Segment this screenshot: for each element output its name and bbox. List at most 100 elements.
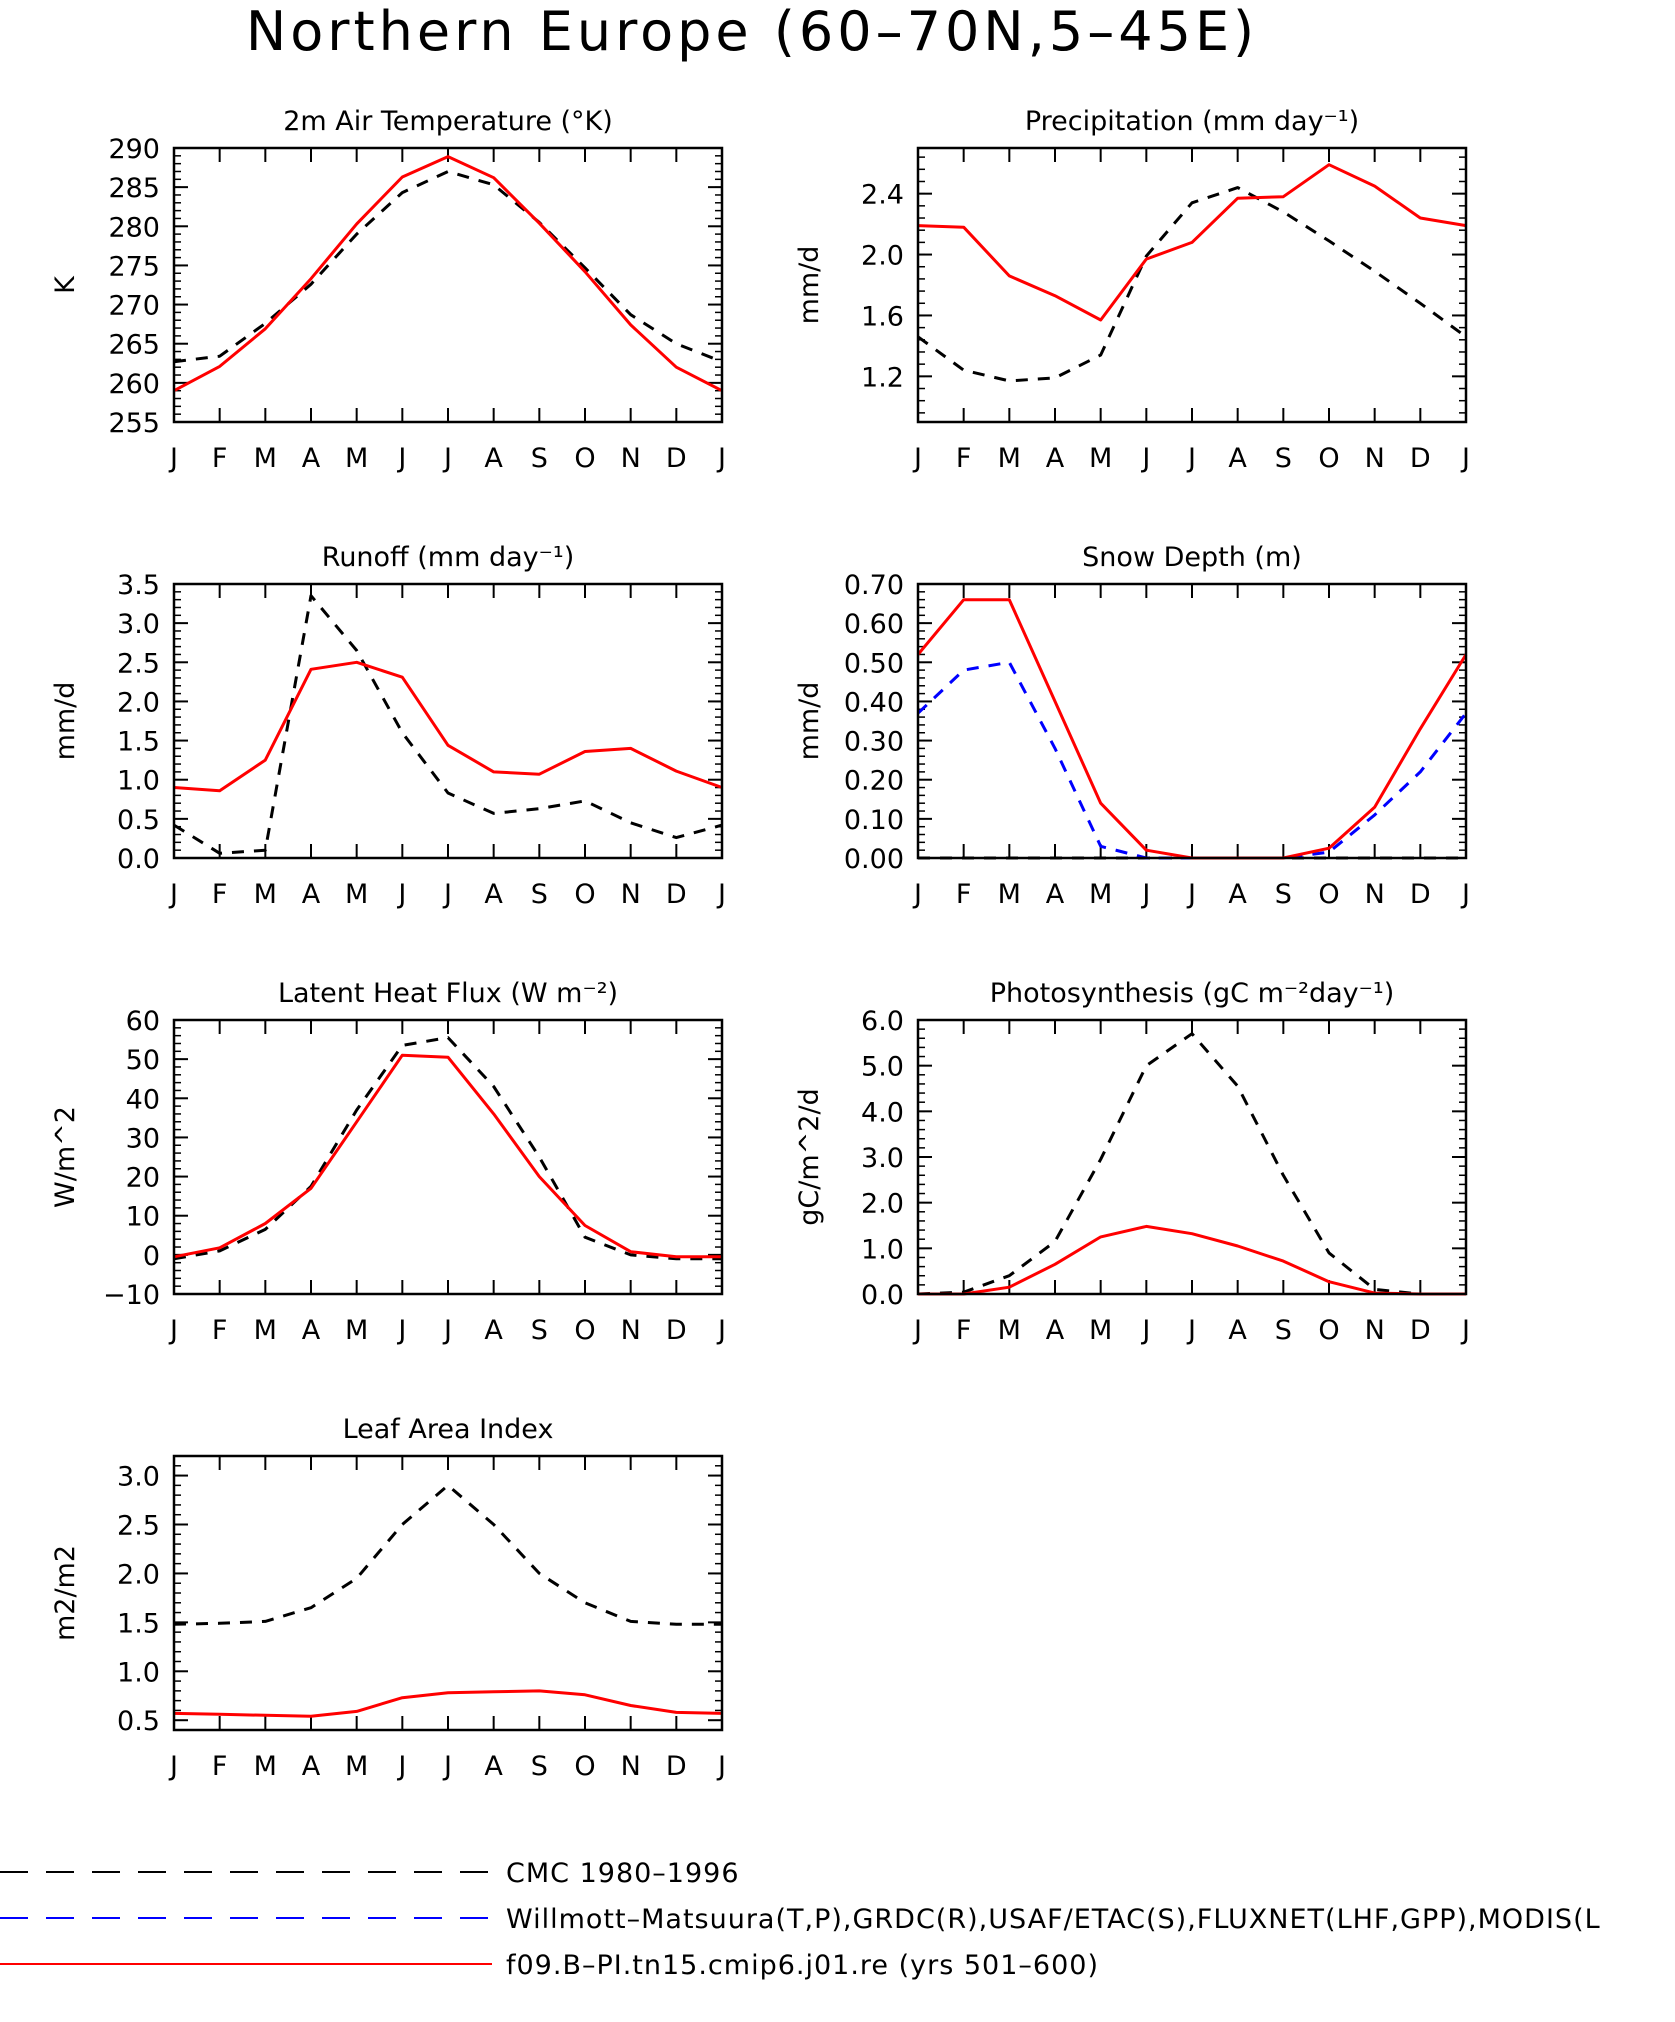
y-tick-label: 290	[108, 134, 160, 165]
x-tick-label: J	[1140, 879, 1150, 910]
y-tick-label: 2.4	[861, 180, 904, 211]
x-tick-label: J	[716, 1751, 726, 1782]
y-tick-label: 2.0	[117, 1559, 160, 1590]
x-tick-label: D	[666, 1315, 687, 1346]
x-tick-label: J	[1140, 443, 1150, 474]
y-axis-label: K	[50, 275, 81, 294]
x-tick-label: M	[254, 879, 277, 910]
series-line-2	[916, 660, 1468, 860]
y-tick-label: 0.70	[844, 570, 904, 601]
panel-title: Photosynthesis (gC m⁻²day⁻¹)	[990, 978, 1394, 1009]
x-tick-label: A	[484, 879, 503, 910]
series-line-2	[173, 660, 723, 793]
panel-title: Leaf Area Index	[343, 1414, 554, 1445]
y-tick-label: 3.5	[117, 570, 160, 601]
x-tick-label: A	[1046, 443, 1065, 474]
x-tick-label: J	[716, 879, 726, 910]
x-tick-label: S	[531, 879, 548, 910]
x-tick-label: J	[1460, 443, 1470, 474]
series-line-1	[173, 1483, 722, 1626]
y-tick-label: −10	[103, 1280, 160, 1311]
chart-panel-2: Precipitation (mm day⁻¹) mm/d 1.2 1.6 2.0 2.4…	[794, 106, 1470, 474]
x-tick-label: J	[396, 1315, 406, 1346]
y-tick-label: 6.0	[861, 1006, 904, 1037]
y-tick-label: 1.0	[861, 1234, 904, 1265]
y-tick-label: 0.60	[844, 609, 904, 640]
x-tick-label: D	[1410, 1315, 1431, 1346]
x-tick-label: M	[998, 1315, 1021, 1346]
x-tick-label: A	[1046, 1315, 1065, 1346]
legend-label-3: f09.B–PI.tn15.cmip6.j01.re (yrs 501–600)	[506, 1950, 1099, 1981]
series-line-2	[173, 155, 723, 393]
y-tick-label: 3.0	[117, 1462, 160, 1493]
x-tick-label: A	[302, 1315, 321, 1346]
x-tick-label: D	[666, 1751, 687, 1782]
x-tick-label: A	[1228, 443, 1247, 474]
chart-panel-7: Leaf Area Index m2/m2 0.5 1.0 1.5 2.0 2.5 3.0 J F…	[50, 1414, 726, 1782]
x-tick-label: M	[998, 879, 1021, 910]
y-tick-label: 280	[108, 212, 160, 243]
figure-title: Northern Europe (60–70N,5–45E)	[246, 0, 1258, 63]
x-tick-label: N	[1365, 879, 1385, 910]
y-tick-label: 0.5	[117, 1706, 160, 1737]
y-axis-label: m2/m2	[50, 1545, 81, 1641]
y-tick-label: 30	[126, 1123, 160, 1154]
x-tick-label: J	[168, 1315, 178, 1346]
y-tick-label: 1.5	[117, 1608, 160, 1639]
x-tick-label: N	[1365, 1315, 1385, 1346]
y-tick-label: 2.0	[861, 1189, 904, 1220]
x-tick-label: O	[1318, 879, 1339, 910]
x-tick-label: F	[212, 443, 228, 474]
chart-panel-1: 2m Air Temperature (°K) K 255 260 265 270 275 2…	[50, 106, 726, 474]
y-tick-label: 2.0	[117, 687, 160, 718]
x-tick-label: S	[1275, 443, 1292, 474]
x-tick-label: O	[574, 879, 595, 910]
x-tick-label: M	[998, 443, 1021, 474]
x-tick-label: O	[1318, 1315, 1339, 1346]
y-tick-label: 0.0	[861, 1280, 904, 1311]
y-tick-label: 5.0	[861, 1052, 904, 1083]
x-tick-label: M	[345, 1315, 368, 1346]
x-tick-label: J	[396, 443, 406, 474]
x-tick-label: S	[1275, 879, 1292, 910]
plot-frame	[172, 1454, 724, 1732]
x-tick-label: F	[956, 1315, 972, 1346]
y-tick-label: 0.10	[844, 805, 904, 836]
y-tick-label: 1.5	[117, 727, 160, 758]
y-tick-label: 1.6	[861, 301, 904, 332]
x-tick-label: J	[442, 443, 452, 474]
x-tick-label: M	[1089, 443, 1112, 474]
x-tick-label: M	[345, 1751, 368, 1782]
x-tick-label: J	[912, 443, 922, 474]
x-tick-label: J	[1460, 879, 1470, 910]
x-tick-label: J	[1186, 1315, 1196, 1346]
x-tick-label: N	[621, 1315, 641, 1346]
x-tick-label: J	[396, 1751, 406, 1782]
series-line-1	[917, 186, 1467, 383]
chart-panel-5: Latent Heat Flux (W m⁻²) W/m^2 −10 0 10 20 30 4…	[50, 978, 726, 1346]
x-tick-label: F	[212, 879, 228, 910]
x-tick-label: O	[574, 443, 595, 474]
y-tick-label: 40	[126, 1084, 160, 1115]
plot-frame	[916, 146, 1468, 424]
x-tick-label: O	[1318, 443, 1339, 474]
legend-label-2: Willmott–Matsuura(T,P),GRDC(R),USAF/ETAC…	[506, 1904, 1601, 1935]
x-tick-label: J	[1186, 443, 1196, 474]
x-tick-label: F	[212, 1315, 228, 1346]
series-line-1	[173, 1036, 722, 1261]
x-tick-label: O	[574, 1751, 595, 1782]
x-tick-label: N	[621, 1751, 641, 1782]
x-tick-label: N	[1365, 443, 1385, 474]
y-tick-label: 1.0	[117, 1657, 160, 1688]
y-tick-label: 0.40	[844, 687, 904, 718]
x-tick-label: J	[1186, 879, 1196, 910]
x-tick-label: F	[212, 1751, 228, 1782]
panel-title: Latent Heat Flux (W m⁻²)	[278, 978, 618, 1009]
legend: CMC 1980–1996 Willmott–Matsuura(T,P),GRDC…	[0, 1858, 1601, 1981]
x-tick-label: J	[168, 879, 178, 910]
x-tick-label: F	[956, 879, 972, 910]
y-axis-label: W/m^2	[50, 1106, 81, 1208]
x-tick-label: D	[1410, 443, 1431, 474]
series-line-3	[916, 598, 1468, 860]
